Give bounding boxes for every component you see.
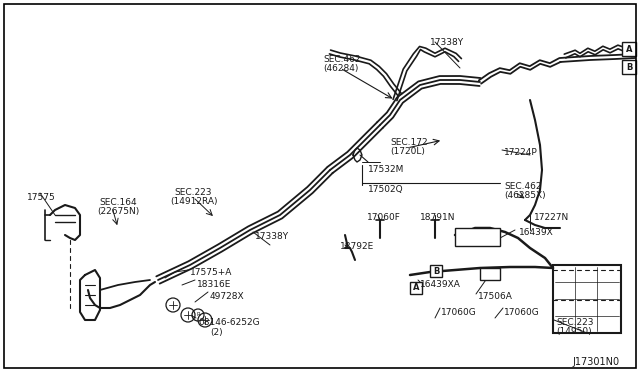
Bar xyxy=(622,60,636,74)
Text: SEC.223: SEC.223 xyxy=(174,188,211,197)
Text: 17224P: 17224P xyxy=(504,148,538,157)
Text: (14950): (14950) xyxy=(556,327,591,336)
Text: 17060F: 17060F xyxy=(367,213,401,222)
Text: B: B xyxy=(626,64,632,73)
Text: A: A xyxy=(413,283,419,292)
Text: 17338Y: 17338Y xyxy=(255,232,289,241)
Bar xyxy=(480,268,500,280)
Text: SEC.164: SEC.164 xyxy=(99,198,136,207)
Text: 18792E: 18792E xyxy=(340,242,374,251)
Text: 16439X: 16439X xyxy=(519,228,554,237)
Text: 17338Y: 17338Y xyxy=(430,38,464,47)
Text: 17532M: 17532M xyxy=(368,165,404,174)
Text: SEC.462: SEC.462 xyxy=(504,182,541,191)
Bar xyxy=(410,282,422,294)
Text: (46285X): (46285X) xyxy=(504,191,546,200)
Text: 18316E: 18316E xyxy=(197,280,232,289)
Bar xyxy=(430,265,442,277)
Text: (14912RA): (14912RA) xyxy=(170,197,218,206)
Text: 17060G: 17060G xyxy=(504,308,540,317)
Bar xyxy=(553,265,621,333)
Text: (2): (2) xyxy=(210,328,223,337)
Text: R: R xyxy=(196,312,200,317)
Text: 17506A: 17506A xyxy=(478,292,513,301)
Text: J17301N0: J17301N0 xyxy=(572,357,619,367)
Bar xyxy=(455,228,500,246)
Text: 17060G: 17060G xyxy=(441,308,477,317)
Text: SEC.462: SEC.462 xyxy=(323,55,360,64)
Text: SEC.172: SEC.172 xyxy=(390,138,428,147)
Text: 17502Q: 17502Q xyxy=(368,185,404,194)
Text: A: A xyxy=(626,45,632,55)
Text: (22675N): (22675N) xyxy=(97,207,140,216)
Text: 17575+A: 17575+A xyxy=(190,268,232,277)
Text: 18791N: 18791N xyxy=(420,213,456,222)
Text: SEC.223: SEC.223 xyxy=(556,318,593,327)
Text: 16439XA: 16439XA xyxy=(420,280,461,289)
Bar xyxy=(622,42,636,56)
Text: (1720L): (1720L) xyxy=(390,147,425,156)
Text: 17575: 17575 xyxy=(27,193,56,202)
Text: B: B xyxy=(433,266,439,276)
Text: 49728X: 49728X xyxy=(210,292,244,301)
Text: (46284): (46284) xyxy=(323,64,358,73)
Text: 17227N: 17227N xyxy=(534,213,569,222)
Text: 08146-6252G: 08146-6252G xyxy=(198,318,260,327)
